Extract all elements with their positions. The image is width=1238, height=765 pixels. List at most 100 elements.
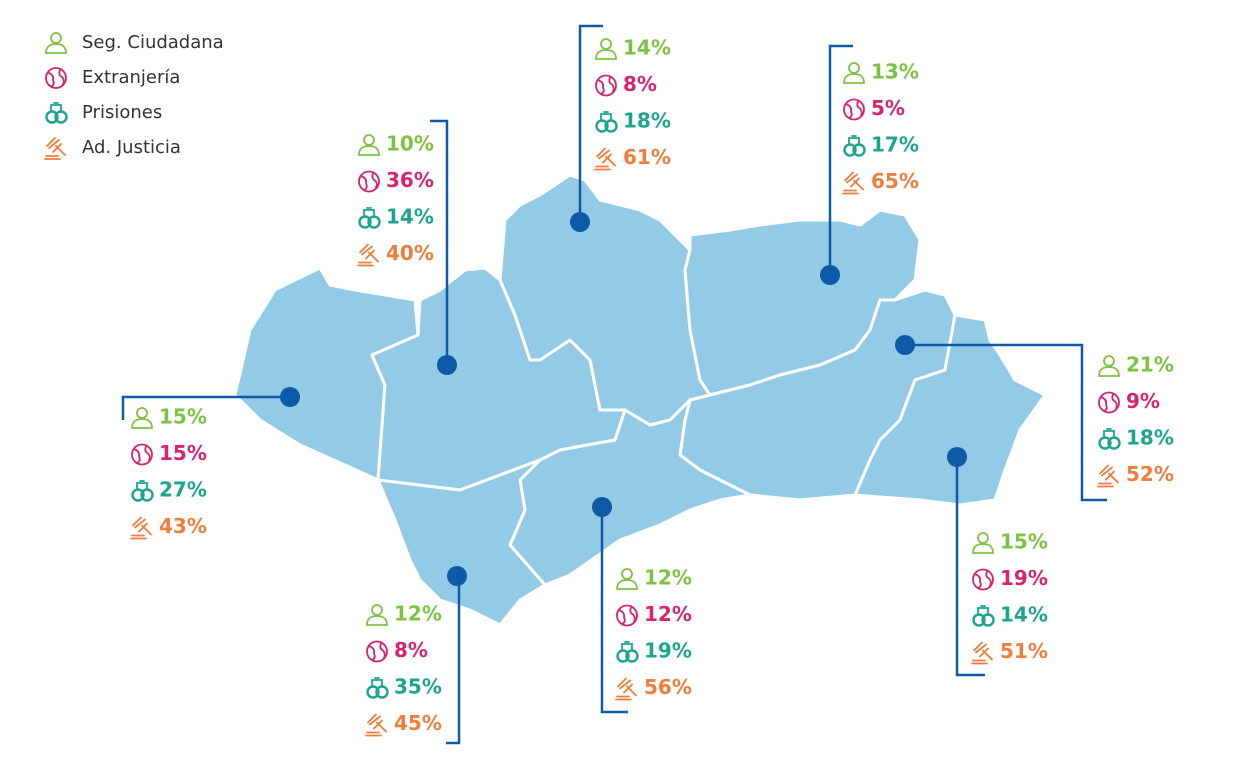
icon-part bbox=[595, 74, 617, 97]
location-dot bbox=[570, 212, 590, 232]
location-dot bbox=[447, 566, 467, 586]
stat-value: 15% bbox=[159, 441, 207, 465]
icon-part bbox=[365, 713, 387, 737]
stat-value: 19% bbox=[1000, 566, 1048, 590]
icon bbox=[843, 98, 865, 121]
legend-label: Extranjería bbox=[82, 67, 180, 88]
icon-part bbox=[1098, 366, 1120, 377]
icon-part bbox=[972, 568, 994, 591]
icon-part bbox=[848, 62, 860, 74]
icon bbox=[45, 32, 67, 54]
stat-value: 18% bbox=[623, 109, 671, 133]
icon-part bbox=[50, 102, 62, 111]
icon-part bbox=[369, 642, 386, 661]
icon-part bbox=[977, 532, 989, 544]
icon bbox=[1098, 355, 1120, 377]
icon-part bbox=[843, 73, 865, 84]
province-shape bbox=[233, 266, 420, 482]
icon bbox=[358, 134, 380, 156]
stat-value: 43% bbox=[159, 514, 207, 538]
icon-part bbox=[45, 67, 67, 89]
icon bbox=[358, 207, 381, 229]
stat-value: 14% bbox=[623, 36, 671, 60]
icon-part bbox=[136, 480, 148, 489]
icon-part bbox=[595, 49, 617, 60]
icon-part bbox=[615, 677, 637, 701]
icon bbox=[595, 38, 617, 60]
icon-part bbox=[1098, 436, 1112, 450]
icon-part bbox=[621, 641, 633, 650]
icon bbox=[366, 604, 388, 626]
location-dot bbox=[895, 335, 915, 355]
icon-part bbox=[45, 110, 59, 124]
icon-part bbox=[1101, 393, 1118, 412]
icon-part bbox=[598, 76, 615, 95]
icon-part bbox=[371, 604, 383, 616]
stat-value: 15% bbox=[1000, 530, 1048, 554]
stat-value: 8% bbox=[623, 72, 657, 96]
icon bbox=[357, 243, 379, 267]
provinces bbox=[233, 173, 1047, 627]
icon-part bbox=[366, 615, 388, 626]
stat-value: 36% bbox=[386, 168, 434, 192]
stat-value: 5% bbox=[871, 96, 905, 120]
icon-part bbox=[981, 613, 995, 627]
icon-part bbox=[358, 215, 372, 229]
icon-part bbox=[54, 110, 68, 124]
icon bbox=[842, 171, 864, 195]
province-shape bbox=[376, 458, 547, 627]
icon-part bbox=[595, 119, 609, 133]
icon bbox=[366, 677, 389, 699]
icon bbox=[366, 640, 388, 663]
leader-line bbox=[600, 507, 628, 714]
icon-part bbox=[972, 543, 994, 554]
icon bbox=[45, 102, 68, 124]
icon-part bbox=[361, 172, 378, 191]
leader-line bbox=[121, 395, 290, 420]
icon-part bbox=[131, 443, 153, 466]
stat-value: 10% bbox=[386, 132, 434, 156]
icon-part bbox=[616, 604, 638, 627]
stat-value: 12% bbox=[644, 602, 692, 626]
stat-value: 61% bbox=[623, 145, 671, 169]
icon-part bbox=[48, 69, 65, 87]
icon-part bbox=[616, 649, 630, 663]
stat-value: 65% bbox=[871, 169, 919, 193]
stat-value: 8% bbox=[394, 638, 428, 662]
stat-value: 12% bbox=[394, 602, 442, 626]
icon-part bbox=[358, 170, 380, 193]
stat-value: 17% bbox=[871, 133, 919, 157]
stat-value: 15% bbox=[159, 405, 207, 429]
icon-part bbox=[357, 243, 379, 267]
icon bbox=[972, 568, 994, 591]
location-dot bbox=[592, 497, 612, 517]
icon-part bbox=[140, 488, 154, 502]
icon-part bbox=[852, 143, 866, 157]
icon bbox=[1098, 391, 1120, 414]
icon-part bbox=[366, 640, 388, 663]
stat-value: 19% bbox=[644, 639, 692, 663]
icon bbox=[843, 135, 866, 157]
icon-part bbox=[843, 98, 865, 121]
leader-line bbox=[446, 576, 461, 745]
icon-part bbox=[625, 649, 639, 663]
stat-value: 14% bbox=[1000, 603, 1048, 627]
icon bbox=[615, 677, 637, 701]
province-shape bbox=[853, 313, 1047, 507]
icon-part bbox=[375, 685, 389, 699]
icon-part bbox=[1097, 464, 1119, 488]
stat-value: 35% bbox=[394, 675, 442, 699]
icon bbox=[131, 407, 153, 429]
icon-part bbox=[843, 143, 857, 157]
icon-part bbox=[972, 613, 986, 627]
icon bbox=[358, 170, 380, 193]
leader-line bbox=[905, 343, 1107, 502]
location-dot bbox=[437, 355, 457, 375]
leader-line bbox=[955, 457, 985, 677]
icon bbox=[972, 532, 994, 554]
location-dot bbox=[947, 447, 967, 467]
icon-part bbox=[131, 418, 153, 429]
icon bbox=[595, 111, 618, 133]
icon bbox=[972, 605, 995, 627]
location-dot bbox=[280, 387, 300, 407]
